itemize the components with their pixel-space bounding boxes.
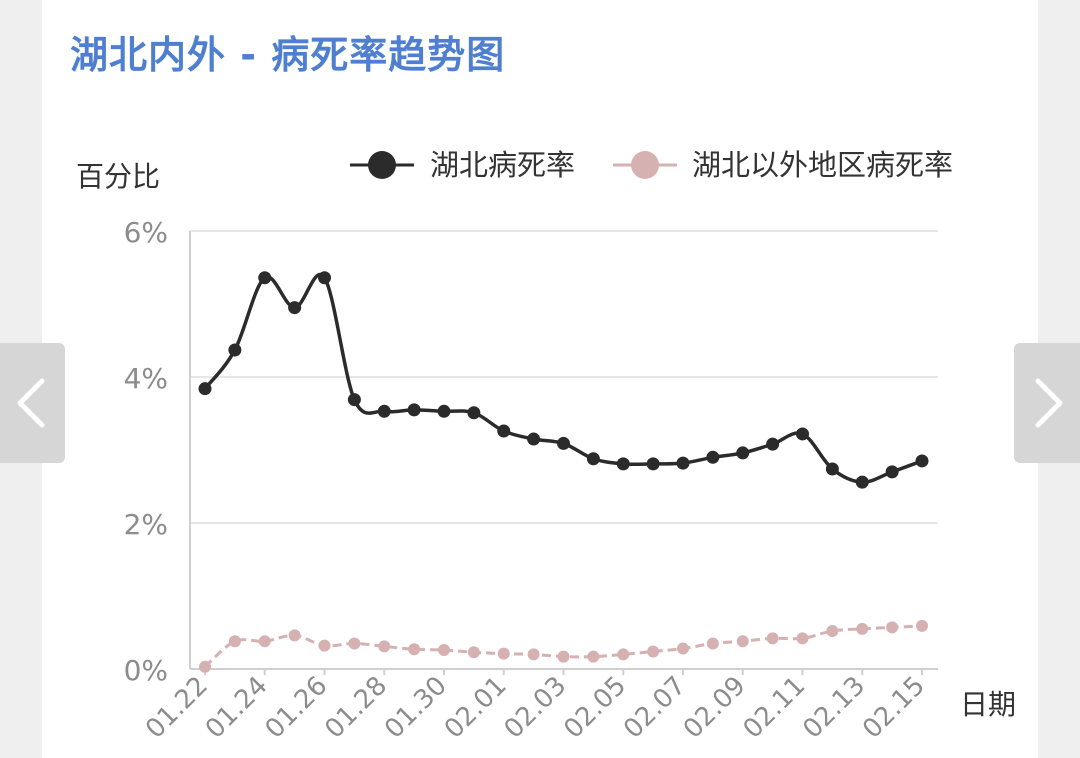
x-tick-label: 02.11 bbox=[738, 671, 812, 745]
data-point bbox=[646, 457, 660, 471]
y-tick-label: 6% bbox=[124, 216, 168, 249]
data-point bbox=[826, 625, 839, 638]
data-point bbox=[467, 646, 480, 659]
data-point bbox=[467, 406, 481, 420]
chart-title: 湖北内外 - 病死率趋势图 bbox=[70, 33, 506, 77]
data-point bbox=[228, 635, 241, 648]
x-tick-label: 02.15 bbox=[857, 671, 931, 745]
series bbox=[198, 271, 929, 673]
data-point bbox=[736, 635, 749, 648]
y-axis-title: 百分比 bbox=[76, 160, 160, 193]
axes: 0%2%4%6%01.2201.2401.2601.2801.3002.0102… bbox=[124, 216, 938, 745]
series-hubei bbox=[198, 271, 929, 489]
data-point bbox=[796, 427, 809, 441]
data-point bbox=[438, 644, 450, 657]
chart-card bbox=[42, 0, 1038, 758]
data-point bbox=[437, 404, 451, 418]
data-point bbox=[796, 632, 809, 645]
series-outside-hubei bbox=[199, 619, 928, 673]
data-point bbox=[676, 456, 690, 470]
data-point bbox=[557, 650, 570, 663]
grid-lines bbox=[190, 230, 938, 524]
legend-marker bbox=[368, 151, 396, 179]
prev-button[interactable] bbox=[0, 343, 65, 463]
data-point bbox=[766, 632, 779, 645]
data-point bbox=[407, 403, 421, 417]
data-point bbox=[527, 648, 540, 661]
data-point bbox=[915, 454, 929, 468]
data-point bbox=[318, 271, 331, 285]
data-point bbox=[527, 432, 541, 446]
data-point bbox=[706, 637, 719, 650]
data-point bbox=[856, 622, 869, 635]
data-point bbox=[616, 457, 630, 471]
data-point bbox=[347, 393, 361, 407]
data-point bbox=[228, 343, 242, 357]
y-tick-label: 0% bbox=[124, 654, 168, 687]
chevron-right-icon bbox=[1035, 378, 1063, 428]
data-point bbox=[587, 650, 600, 663]
data-point bbox=[706, 450, 720, 464]
data-point bbox=[557, 436, 570, 450]
data-point bbox=[288, 301, 302, 315]
legend-label: 湖北病死率 bbox=[430, 148, 575, 182]
data-point bbox=[825, 462, 839, 476]
series-line bbox=[203, 272, 923, 484]
legend-label: 湖北以外地区病死率 bbox=[692, 148, 953, 182]
data-point bbox=[736, 446, 750, 460]
data-point bbox=[377, 404, 391, 418]
data-point bbox=[677, 642, 689, 655]
data-point bbox=[617, 648, 630, 661]
x-axis-title: 日期 bbox=[960, 688, 1016, 721]
x-tick-label: 01.28 bbox=[319, 671, 393, 745]
data-point bbox=[855, 475, 869, 489]
data-point bbox=[378, 640, 391, 653]
x-tick-label: 02.09 bbox=[678, 671, 752, 745]
data-point bbox=[647, 645, 660, 658]
data-point bbox=[885, 465, 899, 479]
data-point bbox=[916, 619, 928, 632]
data-point bbox=[497, 647, 510, 660]
data-point bbox=[348, 637, 361, 650]
legend-marker bbox=[631, 151, 659, 179]
chevron-left-icon bbox=[17, 378, 45, 428]
next-button[interactable] bbox=[1014, 343, 1080, 463]
x-tick-label: 01.30 bbox=[379, 671, 453, 745]
x-tick-label: 02.03 bbox=[499, 671, 573, 745]
x-tick-label: 02.05 bbox=[558, 671, 632, 745]
legend-item: 湖北以外地区病死率 bbox=[613, 148, 953, 182]
data-point bbox=[258, 635, 271, 648]
x-tick-label: 02.01 bbox=[439, 671, 513, 745]
data-point bbox=[318, 639, 331, 652]
x-tick-label: 02.13 bbox=[797, 671, 871, 745]
data-point bbox=[586, 452, 600, 466]
legend: 湖北病死率 湖北以外地区病死率 bbox=[350, 148, 953, 182]
data-point bbox=[198, 382, 212, 396]
data-point bbox=[766, 437, 780, 451]
y-tick-label: 2% bbox=[124, 508, 168, 541]
data-point bbox=[199, 660, 211, 673]
x-tick-label: 02.07 bbox=[618, 671, 692, 745]
y-tick-label: 4% bbox=[124, 362, 168, 395]
data-point bbox=[408, 643, 421, 656]
data-point bbox=[886, 621, 899, 634]
x-tick-label: 01.24 bbox=[200, 671, 274, 745]
x-tick-label: 01.26 bbox=[260, 671, 334, 745]
data-point bbox=[258, 271, 272, 285]
data-point bbox=[497, 424, 511, 438]
data-point bbox=[288, 629, 301, 642]
legend-item: 湖北病死率 bbox=[350, 148, 575, 182]
